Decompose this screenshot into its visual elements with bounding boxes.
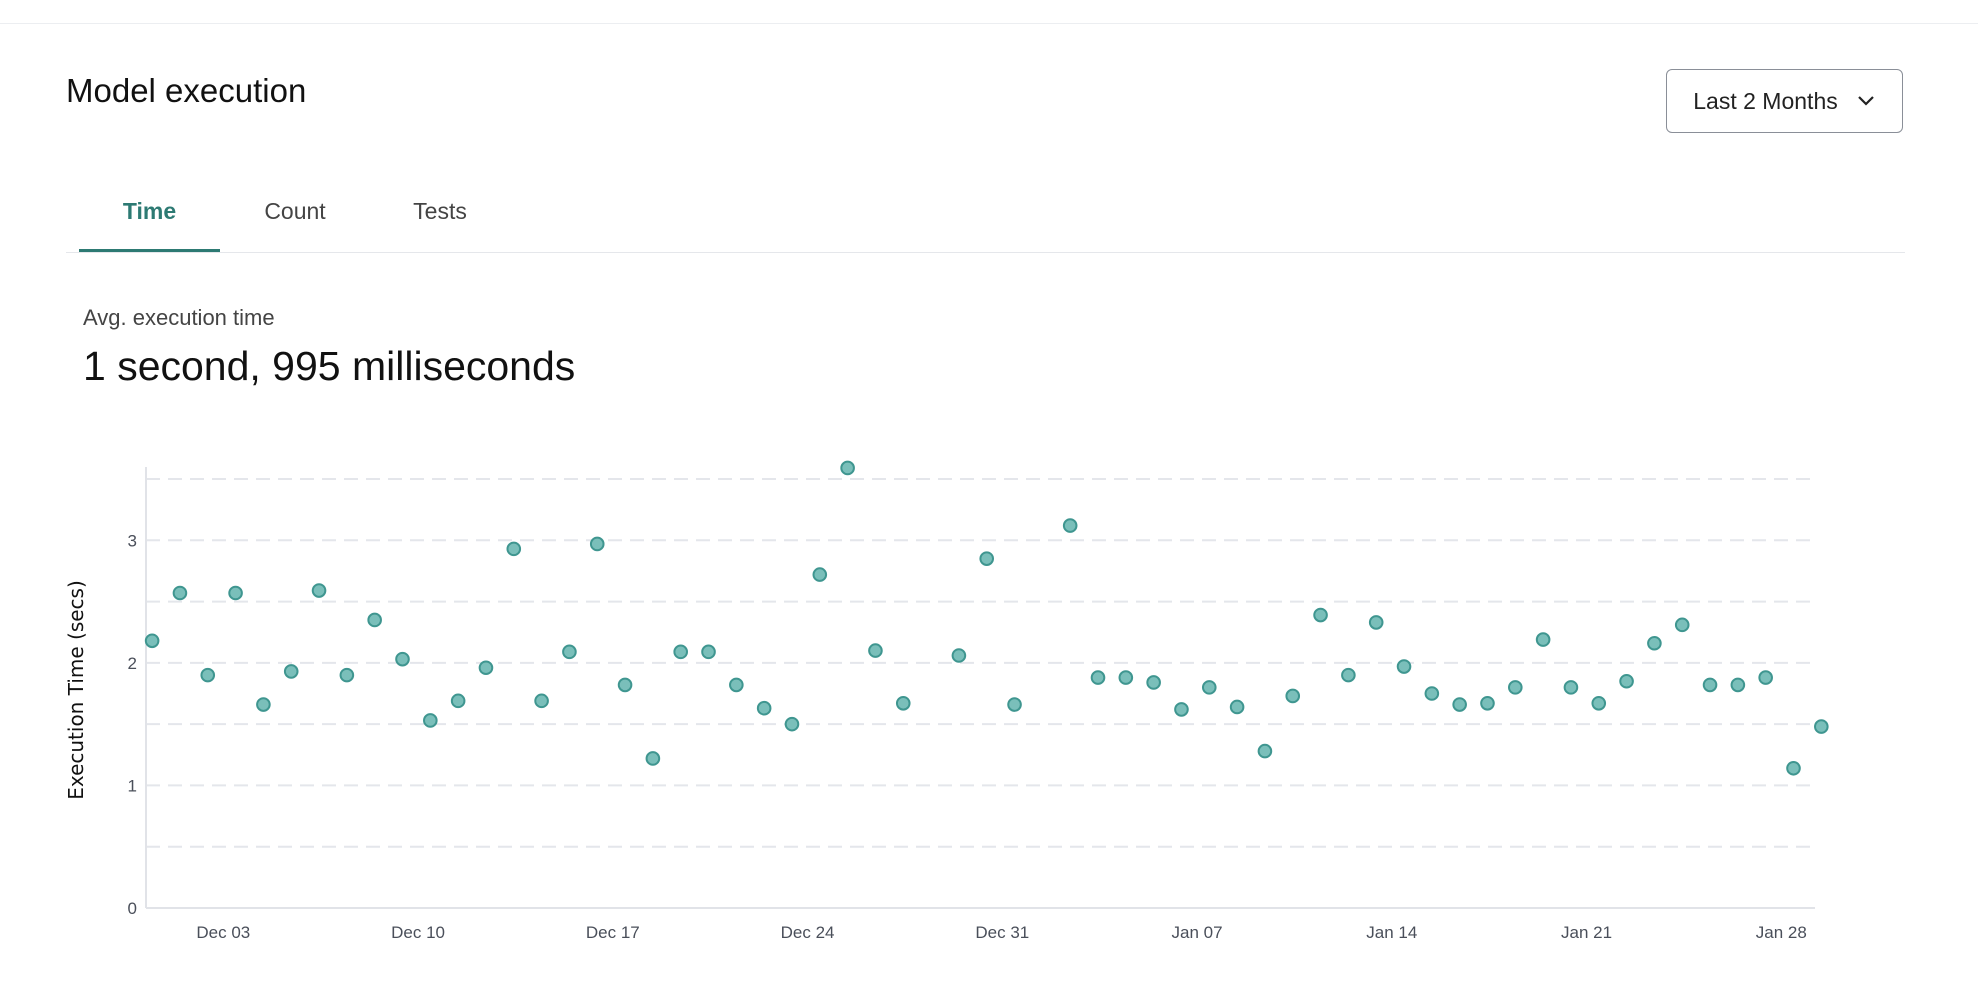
y-tick-label: 3 — [128, 531, 137, 550]
data-point — [1118, 670, 1134, 685]
data-point — [589, 536, 605, 552]
data-point — [645, 751, 661, 766]
data-point — [673, 644, 689, 660]
date-range-label: Last 2 Months — [1693, 87, 1838, 114]
data-point — [1090, 670, 1106, 685]
data-point — [1647, 635, 1662, 651]
tab-tests-label: Tests — [413, 198, 467, 224]
data-point — [367, 612, 382, 628]
tab-count-label: Count — [264, 198, 326, 224]
data-point — [144, 633, 160, 649]
data-point — [1786, 760, 1801, 776]
summary-label: Avg. execution time — [83, 305, 275, 330]
tab-time[interactable]: Time — [79, 198, 220, 252]
data-point — [228, 585, 243, 601]
data-point — [256, 697, 271, 712]
data-point — [1591, 696, 1607, 711]
summary-value: 1 second, 995 milliseconds — [83, 343, 576, 389]
data-point — [478, 660, 494, 676]
data-point — [1368, 615, 1384, 630]
data-point — [979, 551, 995, 566]
y-tick-label: 1 — [128, 776, 137, 795]
data-point — [1563, 680, 1579, 695]
data-point — [200, 667, 216, 683]
tab-time-label: Time — [122, 198, 177, 224]
y-tick-label: 0 — [128, 899, 137, 918]
data-point — [1452, 697, 1467, 712]
data-point — [283, 664, 299, 679]
data-point — [701, 644, 716, 660]
data-point — [812, 567, 828, 582]
data-point — [617, 677, 633, 693]
data-point — [840, 460, 855, 476]
data-point — [1424, 686, 1440, 701]
data-point — [1201, 680, 1217, 695]
data-point — [423, 713, 438, 728]
data-point — [1480, 696, 1495, 711]
data-point — [450, 693, 466, 709]
data-point — [729, 677, 744, 693]
tab-tests[interactable]: Tests — [386, 198, 494, 251]
data-point — [311, 583, 327, 598]
tab-bar: Time Count Tests — [66, 190, 1905, 253]
data-point — [1730, 677, 1746, 693]
y-tick-label: 2 — [128, 654, 137, 673]
data-point — [784, 716, 800, 732]
data-point — [1702, 677, 1718, 693]
page-title: Model execution — [66, 72, 307, 109]
data-point — [1341, 667, 1356, 683]
data-point — [1146, 675, 1161, 690]
data-point — [395, 651, 410, 667]
data-point — [1229, 699, 1245, 715]
data-point — [1285, 688, 1301, 704]
data-point — [339, 667, 355, 683]
data-point — [562, 644, 577, 660]
data-point — [1674, 617, 1690, 633]
data-point — [1174, 702, 1189, 717]
x-tick-label: Dec 03 — [196, 923, 250, 942]
x-tick-label: Jan 07 — [1172, 923, 1223, 942]
data-point — [1257, 743, 1273, 759]
data-point — [1814, 719, 1829, 734]
data-point — [1396, 659, 1412, 674]
data-point — [951, 648, 967, 663]
x-tick-label: Jan 21 — [1561, 923, 1612, 942]
data-point — [172, 585, 188, 601]
data-point — [506, 541, 522, 557]
data-point — [1062, 518, 1078, 533]
x-tick-label: Dec 31 — [975, 923, 1029, 942]
x-tick-label: Dec 10 — [391, 923, 445, 942]
data-point — [1535, 632, 1551, 647]
data-point — [1508, 680, 1523, 695]
data-point — [1313, 607, 1328, 623]
top-divider — [0, 23, 1978, 24]
data-point — [868, 643, 883, 658]
y-axis-label: Execution Time (secs) — [64, 580, 88, 800]
data-point — [895, 696, 911, 711]
data-point — [1007, 697, 1022, 712]
x-tick-label: Jan 28 — [1756, 923, 1807, 942]
x-tick-label: Dec 24 — [781, 923, 835, 942]
data-point — [756, 700, 772, 716]
x-tick-label: Dec 17 — [586, 923, 640, 942]
data-point — [534, 693, 549, 709]
date-range-dropdown[interactable]: Last 2 Months — [1666, 69, 1903, 133]
x-tick-label: Jan 14 — [1366, 923, 1417, 942]
data-point — [1619, 673, 1634, 689]
tab-count[interactable]: Count — [241, 198, 349, 251]
chevron-down-icon — [1857, 96, 1874, 106]
data-point — [1758, 670, 1773, 685]
